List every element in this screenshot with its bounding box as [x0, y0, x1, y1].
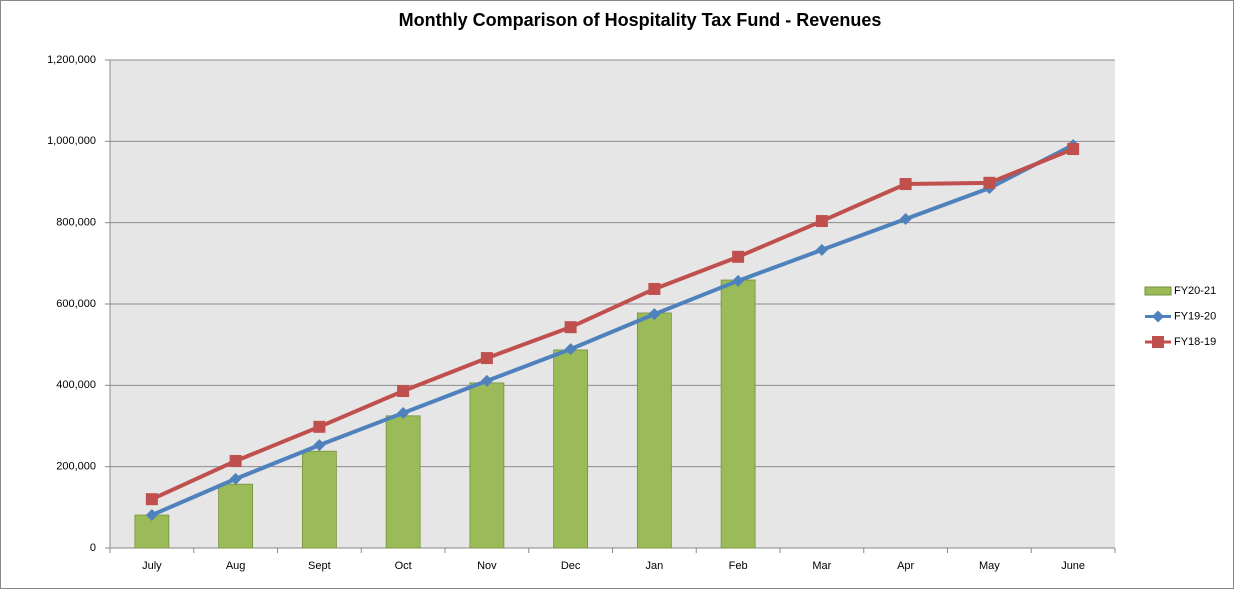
point-marker — [397, 385, 410, 398]
bar — [720, 279, 756, 549]
bar — [469, 382, 505, 549]
chart-title: Monthly Comparison of Hospitality Tax Fu… — [399, 10, 882, 30]
y-tick-label: 1,200,000 — [47, 54, 96, 66]
point-marker — [564, 343, 577, 356]
y-tick-label: 600,000 — [56, 298, 96, 310]
x-tick-label: May — [979, 560, 1000, 572]
legend-label: FY18-19 — [1174, 336, 1216, 348]
bar — [636, 312, 672, 549]
point-marker — [648, 282, 661, 295]
point-marker — [983, 176, 996, 189]
bar — [301, 450, 337, 549]
bar — [218, 483, 254, 549]
point-marker — [1067, 143, 1080, 156]
x-tick-label: Aug — [226, 560, 246, 572]
point-marker — [732, 274, 745, 287]
point-marker — [145, 509, 158, 522]
bar — [385, 415, 421, 549]
y-tick-label: 0 — [90, 542, 96, 554]
x-tick-label: Sept — [308, 560, 331, 572]
point-marker — [815, 243, 828, 256]
point-marker — [480, 374, 493, 387]
legend-swatch — [1144, 286, 1172, 296]
point-marker — [229, 472, 242, 485]
point-marker — [899, 213, 912, 226]
point-marker — [313, 420, 326, 433]
bar — [553, 349, 589, 549]
x-tick-label: Dec — [561, 560, 581, 572]
x-tick-label: Apr — [897, 560, 914, 572]
point-marker — [145, 493, 158, 506]
y-tick-label: 1,000,000 — [47, 135, 96, 147]
legend-label: FY19-20 — [1174, 310, 1216, 322]
y-tick-label: 200,000 — [56, 461, 96, 473]
line — [151, 143, 1075, 517]
point-marker — [815, 215, 828, 228]
legend-label: FY20-21 — [1174, 285, 1216, 297]
legend-marker — [1152, 310, 1164, 323]
x-tick-label: July — [142, 560, 162, 572]
x-tick-label: Jan — [646, 560, 664, 572]
line — [151, 147, 1074, 502]
y-tick-label: 800,000 — [56, 217, 96, 229]
point-marker — [899, 178, 912, 191]
point-marker — [648, 308, 661, 321]
x-tick-label: Nov — [477, 560, 497, 572]
legend-marker — [1152, 336, 1164, 348]
point-marker — [229, 454, 242, 467]
y-tick-label: 400,000 — [56, 379, 96, 391]
point-marker — [564, 321, 577, 334]
x-tick-label: Oct — [395, 560, 412, 572]
x-tick-label: June — [1061, 560, 1085, 572]
point-marker — [732, 250, 745, 263]
point-marker — [480, 352, 493, 365]
point-marker — [313, 439, 326, 452]
point-marker — [397, 406, 410, 419]
x-tick-label: Mar — [812, 560, 831, 572]
x-tick-label: Feb — [729, 560, 748, 572]
